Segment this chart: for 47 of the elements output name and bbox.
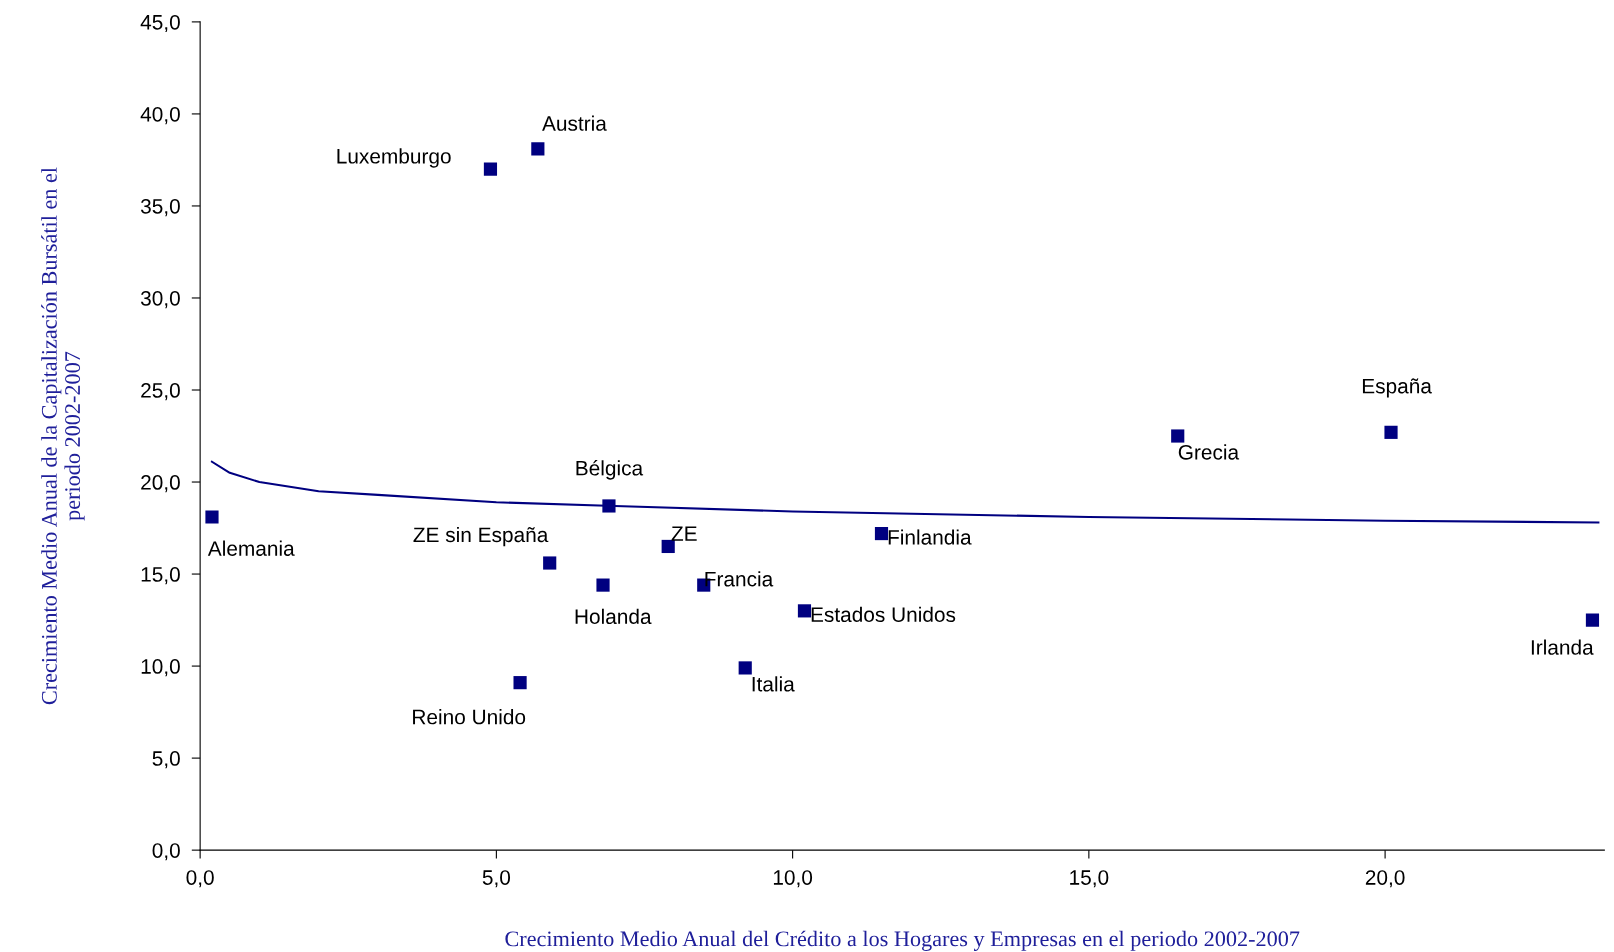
y-tick-label: 5,0 xyxy=(152,751,180,769)
x-tick-label: 0,0 xyxy=(186,870,214,888)
y-tick-label: 45,0 xyxy=(140,14,180,33)
point xyxy=(1585,613,1600,627)
y-axis-title: Crecimiento Medio Anual de la Capitalización Bursátil en el periodo 2002-2007 xyxy=(41,167,85,705)
annotation: Luxemburgo xyxy=(337,148,451,168)
annotation: Holanda xyxy=(575,608,652,625)
point xyxy=(661,539,675,554)
point xyxy=(1171,429,1185,443)
x-tick-label: 15,0 xyxy=(1070,870,1109,888)
point xyxy=(874,526,889,541)
point xyxy=(1384,425,1398,439)
point xyxy=(543,556,557,570)
annotation: Finlandia xyxy=(888,529,972,545)
point xyxy=(738,661,752,675)
annotation: Alemania xyxy=(207,540,295,556)
annotation: ZE sin España xyxy=(413,526,549,547)
annotation: Bélgica xyxy=(576,460,644,480)
point xyxy=(531,142,545,156)
point xyxy=(596,578,610,592)
point xyxy=(602,499,616,513)
y-tick-label: 25,0 xyxy=(141,383,180,401)
x-tick-label: 5,0 xyxy=(482,870,511,888)
annotation: España xyxy=(1362,378,1432,398)
annotation: Grecia xyxy=(1178,444,1240,460)
annotation: Italia xyxy=(752,676,795,692)
point xyxy=(513,676,527,690)
annotation: Estados Unidos xyxy=(811,606,956,623)
point xyxy=(797,604,812,618)
x-tick-label: 10,0 xyxy=(773,870,813,888)
y-tick-label: 30,0 xyxy=(140,290,180,309)
annotation: ZE xyxy=(671,526,697,541)
y-tick-label: 35,0 xyxy=(140,198,180,217)
point xyxy=(205,510,219,524)
annotation: Irlanda xyxy=(1531,639,1594,655)
y-tick-label: 0,0 xyxy=(152,843,180,861)
y-tick-label: 15,0 xyxy=(141,567,180,585)
annotation: Austria xyxy=(542,115,607,131)
point xyxy=(483,162,498,176)
y-tick-label: 10,0 xyxy=(141,659,180,677)
annotation: Francia xyxy=(705,571,774,587)
y-tick-label: 40,0 xyxy=(140,106,180,125)
annotation: Reino Unido xyxy=(413,709,526,725)
x-tick-label: 20,0 xyxy=(1365,870,1405,888)
x-axis-title: Crecimiento Medio Anual del Crédito a los Hogares y Empresas en el periodo 2002-2007 xyxy=(505,930,1300,951)
line-series xyxy=(210,460,1600,524)
y-tick-label: 20,0 xyxy=(141,475,180,493)
